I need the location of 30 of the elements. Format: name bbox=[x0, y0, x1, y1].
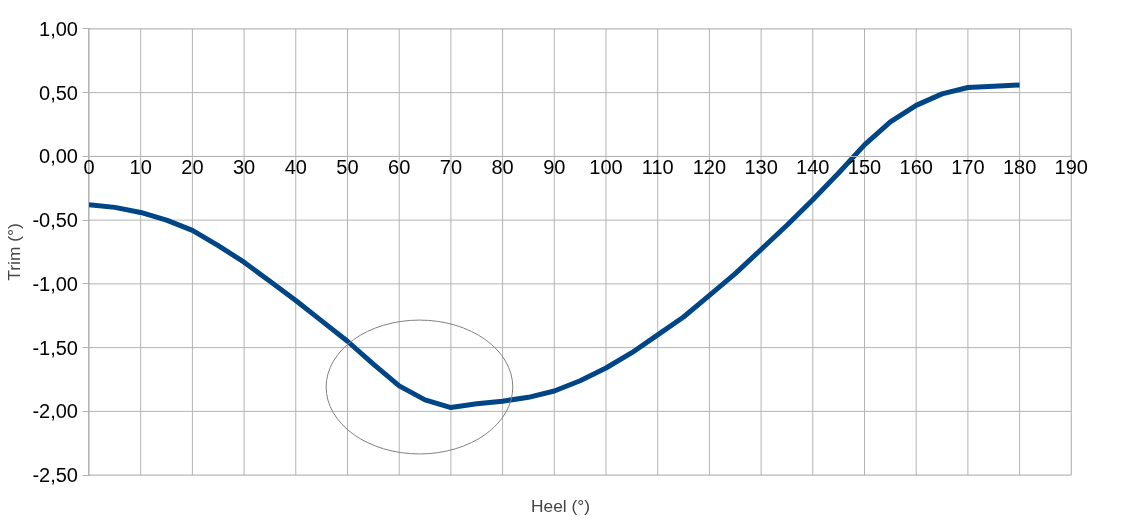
x-tick-label: 180 bbox=[1002, 156, 1037, 179]
x-tick-label: 190 bbox=[1054, 156, 1088, 179]
x-tick-label: 30 bbox=[232, 156, 256, 179]
x-tick-label: 20 bbox=[181, 156, 204, 179]
x-tick-label: 140 bbox=[796, 156, 830, 179]
x-tick-label: 90 bbox=[543, 156, 566, 179]
x-tick-label: 110 bbox=[641, 156, 674, 179]
x-tick-label: 0 bbox=[83, 156, 95, 179]
y-tick-label: 0,50 bbox=[39, 81, 79, 104]
x-axis-title: Heel (°) bbox=[531, 495, 590, 516]
x-tick-label: 150 bbox=[847, 156, 882, 179]
x-tick-label: 100 bbox=[589, 156, 623, 179]
x-tick-label: 170 bbox=[951, 156, 985, 179]
x-tick-label: 160 bbox=[899, 156, 933, 179]
y-tick-label: -0,50 bbox=[32, 209, 78, 232]
x-tick-label: 130 bbox=[744, 156, 778, 179]
x-tick-label: 50 bbox=[336, 156, 359, 179]
x-tick-label: 80 bbox=[491, 156, 514, 179]
y-tick-label: -1,50 bbox=[32, 336, 78, 359]
y-tick-label: -1,00 bbox=[32, 272, 78, 295]
x-tick-label: 10 bbox=[129, 156, 152, 179]
x-tick-label: 70 bbox=[439, 156, 463, 179]
y-tick-label: -2,50 bbox=[32, 464, 78, 487]
y-tick-label: 1,00 bbox=[39, 17, 79, 40]
x-tick-label: 120 bbox=[692, 156, 727, 179]
y-tick-label: -2,00 bbox=[32, 400, 78, 423]
y-axis-title: Trim (°) bbox=[3, 223, 24, 281]
y-tick-label: 0,00 bbox=[39, 145, 79, 168]
x-tick-label: 60 bbox=[388, 156, 411, 179]
x-tick-label: 40 bbox=[284, 156, 307, 179]
